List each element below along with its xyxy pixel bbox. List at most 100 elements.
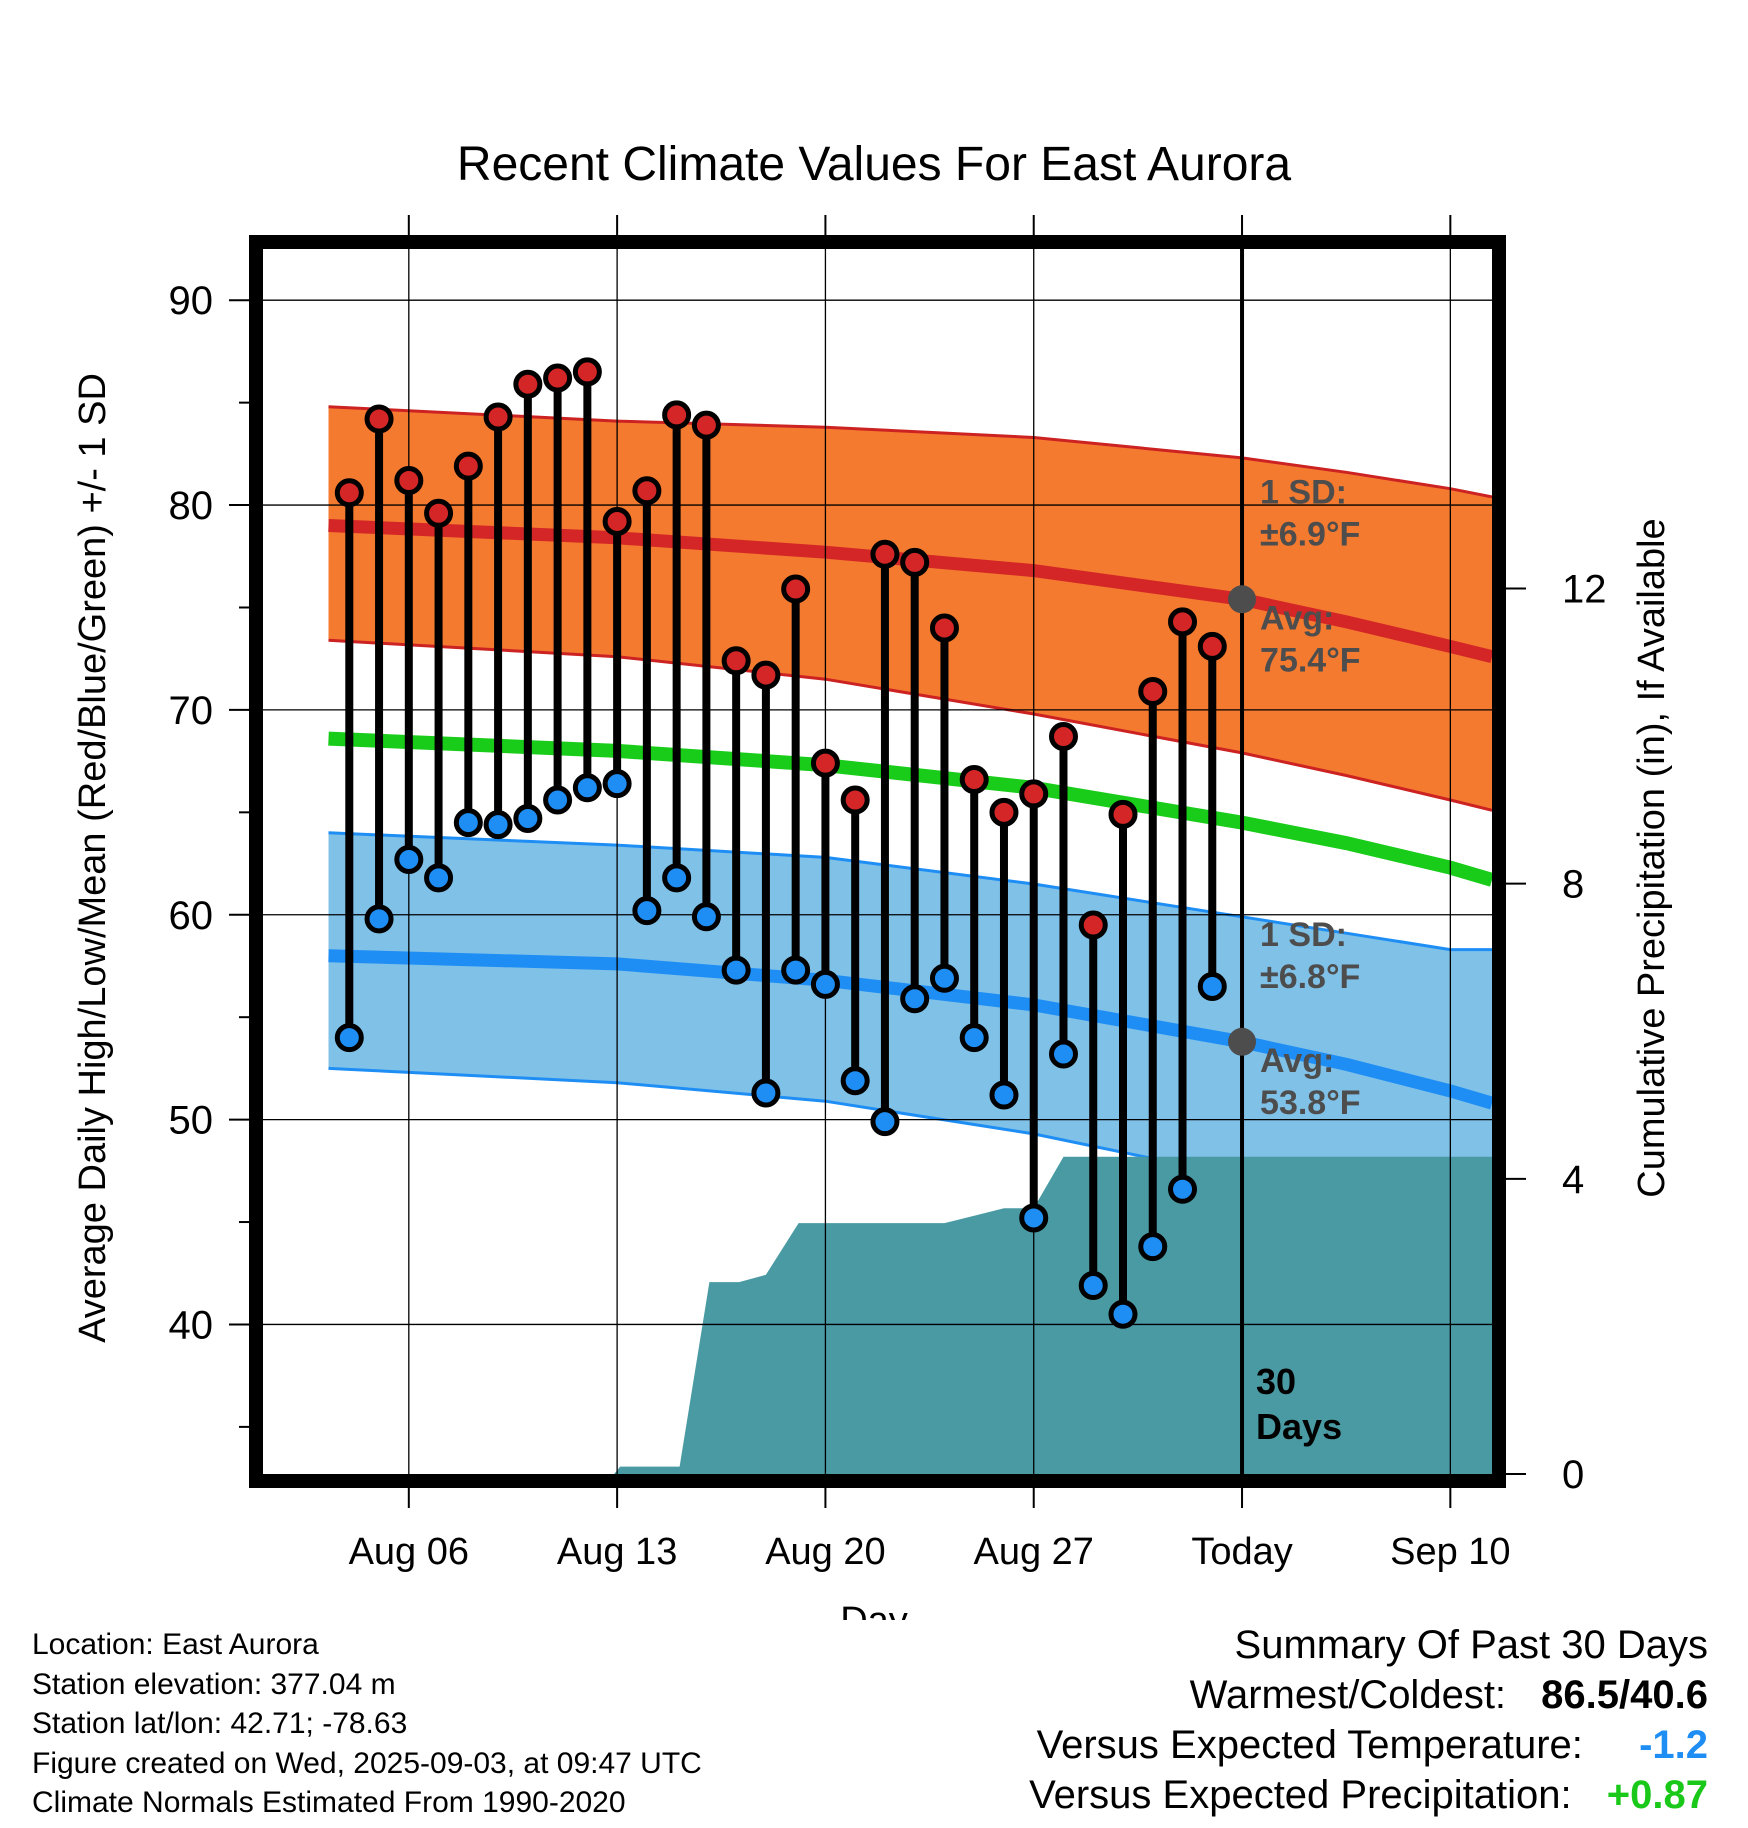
high-avg-label: Avg: [1260, 599, 1334, 637]
y2-tick-label: 8 [1562, 863, 1584, 907]
daily-high-point [453, 451, 483, 481]
daily-high-point [394, 465, 424, 495]
daily-low-point [662, 863, 692, 893]
daily-high-point [1078, 910, 1108, 940]
daily-high-point [721, 646, 751, 676]
plot-frame [249, 235, 1506, 1488]
x-tick-label: Sep 10 [1390, 1531, 1510, 1573]
daily-high-point [1048, 722, 1078, 752]
daily-high-point [424, 498, 454, 528]
precip-diff-row: Versus Expected Precipitation: +0.87 [1029, 1770, 1708, 1820]
location-text: Location: East Aurora [32, 1628, 319, 1661]
daily-high-point [840, 785, 870, 815]
daily-low-point [840, 1066, 870, 1096]
daily-low-point [513, 803, 543, 833]
normal-high-line [328, 519, 1492, 664]
y2-axis-label: Cumulative Precipitation (in), If Availa… [1631, 518, 1673, 1197]
high-sd-lower-edge [328, 638, 1492, 812]
x-tick-label: Aug 06 [349, 1531, 469, 1573]
normal-mean-line [328, 731, 1492, 887]
daily-high-point [900, 547, 930, 577]
y-tick-label: 90 [169, 279, 214, 323]
daily-low-point [1168, 1174, 1198, 1204]
x-tick-label: Today [1191, 1531, 1292, 1573]
daily-high-point [602, 506, 632, 536]
chart-title: Recent Climate Values For East Aurora [457, 138, 1291, 191]
daily-low-point [1138, 1232, 1168, 1262]
daily-high-point [543, 363, 573, 393]
daily-low-point [751, 1078, 781, 1108]
temp-diff-row: Versus Expected Temperature: -1.2 [1029, 1720, 1708, 1770]
temp-diff-label: Versus Expected Temperature: [1036, 1723, 1583, 1767]
daily-high-point [1108, 799, 1138, 829]
daily-high-point [483, 402, 513, 432]
y-tick-label: 70 [169, 689, 214, 733]
warm-cold-row: Warmest/Coldest: 86.5/40.6 [1029, 1670, 1708, 1720]
created-text: Figure created on Wed, 2025-09-03, at 09… [32, 1746, 702, 1780]
latlon-text: Station lat/lon: 42.71; -78.63 [32, 1707, 408, 1740]
daily-low-point [602, 769, 632, 799]
low-sd-value: ±6.8°F [1260, 958, 1360, 996]
precip-diff-label: Versus Expected Precipitation: [1029, 1773, 1572, 1817]
x-tick-label: Aug 20 [765, 1531, 885, 1573]
daily-low-point [900, 984, 930, 1014]
high-avg-value: 75.4°F [1260, 641, 1361, 679]
temp-diff-value: -1.2 [1639, 1723, 1708, 1767]
daily-low-point [1048, 1039, 1078, 1069]
y-tick-label: 60 [169, 894, 214, 938]
daily-high-point [989, 797, 1019, 827]
low-avg-value: 53.8°F [1260, 1084, 1361, 1122]
warm-cold-label: Warmest/Coldest: [1189, 1673, 1507, 1717]
y2-tick-label: 4 [1562, 1158, 1584, 1202]
daily-high-point [1019, 779, 1049, 809]
high-sd-label: 1 SD: [1260, 473, 1347, 511]
daily-low-point [989, 1080, 1019, 1110]
high-sd-value: ±6.9°F [1260, 515, 1360, 553]
daily-high-point [691, 410, 721, 440]
y2-tick-label: 12 [1562, 567, 1607, 611]
daily-high-point [810, 748, 840, 778]
daily-high-point [1168, 607, 1198, 637]
station-info: Location: East Aurora Station elevation:… [32, 1625, 702, 1823]
y-tick-label: 40 [169, 1303, 214, 1347]
precip-area [328, 1156, 1492, 1474]
y2-tick-label: 0 [1562, 1453, 1584, 1497]
normals-text: Climate Normals Estimated From 1990-2020 [32, 1786, 626, 1819]
daily-low-point [1019, 1203, 1049, 1233]
daily-low-point [632, 896, 662, 926]
daily-low-point [721, 955, 751, 985]
warm-cold-value: 86.5/40.6 [1541, 1673, 1708, 1717]
x-axis-label: Day [840, 1600, 908, 1620]
daily-low-point [483, 810, 513, 840]
summary-panel: Summary Of Past 30 Days Warmest/Coldest:… [1029, 1620, 1708, 1820]
daily-high-point [870, 539, 900, 569]
y-tick-label: 50 [169, 1099, 214, 1143]
daily-high-point [662, 400, 692, 430]
daily-high-point [632, 476, 662, 506]
today-days-label: 30 Days [1256, 1361, 1342, 1447]
daily-high-point [572, 357, 602, 387]
daily-low-point [1078, 1271, 1108, 1301]
daily-low-point [929, 963, 959, 993]
daily-high-point [959, 765, 989, 795]
x-tick-label: Aug 13 [557, 1531, 677, 1573]
daily-high-point [513, 369, 543, 399]
high-sd-upper-edge [328, 405, 1492, 499]
daily-low-point [364, 904, 394, 934]
low-avg-label: Avg: [1260, 1042, 1334, 1080]
low-sd-band [328, 832, 1492, 1247]
daily-high-point [364, 404, 394, 434]
daily-low-point [394, 844, 424, 874]
daily-low-point [1197, 971, 1227, 1001]
daily-high-point [751, 660, 781, 690]
y-axis-label: Average Daily High/Low/Mean (Red/Blue/Gr… [72, 373, 114, 1343]
daily-low-point [572, 773, 602, 803]
daily-high-point [781, 574, 811, 604]
daily-low-point [691, 902, 721, 932]
daily-high-point [1138, 676, 1168, 706]
daily-low-point [1108, 1299, 1138, 1329]
elevation-text: Station elevation: 377.04 m [32, 1667, 396, 1701]
summary-title: Summary Of Past 30 Days [1234, 1623, 1708, 1667]
climate-chart: Recent Climate Values For East Aurora 1 … [72, 138, 1673, 1620]
daily-low-point [334, 1023, 364, 1053]
